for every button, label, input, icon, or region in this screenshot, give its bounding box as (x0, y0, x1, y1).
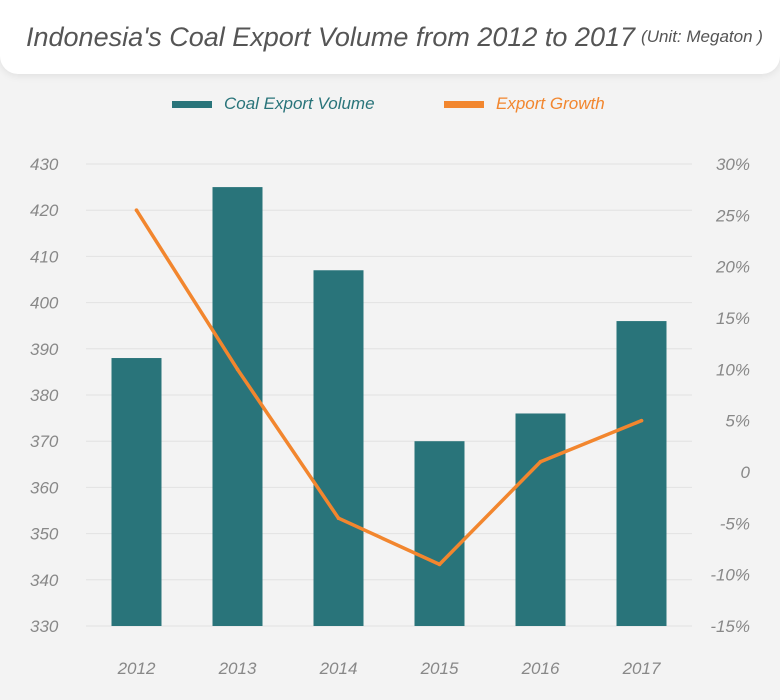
bar (515, 413, 566, 626)
x-tick-label: 2013 (218, 659, 257, 678)
y-left-tick-label: 400 (30, 294, 59, 313)
y-left-tick-label: 360 (30, 478, 59, 497)
y-right-tick-label: -10% (710, 566, 750, 585)
bar (212, 187, 263, 626)
legend-swatch-bar (172, 100, 212, 108)
y-right-tick-label: 5% (725, 412, 750, 431)
y-right-tick-label: 10% (716, 360, 750, 379)
y-left-tick-label: 370 (30, 432, 59, 451)
series-line-export-growth (134, 208, 644, 567)
x-tick-label: 2016 (521, 659, 560, 678)
bar (414, 441, 465, 626)
y-left-tick-label: 390 (30, 340, 59, 359)
y-left-tick-label: 330 (30, 617, 59, 636)
legend-label-export-growth: Export Growth (496, 94, 605, 113)
y-right-tick-label: 15% (716, 309, 750, 328)
legend-swatch-line (444, 100, 484, 108)
x-tick-label: 2017 (622, 659, 661, 678)
x-tick-label: 2015 (420, 659, 459, 678)
legend: Coal Export Volume Export Growth (0, 94, 780, 120)
y-right-tick-label: 20% (715, 258, 750, 277)
y-left-tick-label: 340 (30, 571, 59, 590)
y-right-tick-label: 30% (716, 155, 750, 174)
title-card: Indonesia's Coal Export Volume from 2012… (0, 0, 780, 74)
legend-label-coal-export-volume: Coal Export Volume (224, 94, 375, 113)
bar (616, 321, 667, 626)
legend-item-coal-export-volume: Coal Export Volume (172, 94, 375, 114)
chart-unit: (Unit: Megaton ) (641, 27, 763, 46)
line-point (235, 367, 240, 372)
y-left-tick-label: 350 (30, 525, 59, 544)
bar (313, 270, 364, 626)
y-left-tick-label: 420 (30, 201, 59, 220)
y-left-tick-label: 430 (30, 155, 59, 174)
y-right-tick-label: 0 (741, 463, 751, 482)
line-point (538, 459, 543, 464)
y-right-tick-label: -15% (710, 617, 750, 636)
line-point (134, 208, 139, 212)
y-right-tick-label: -5% (720, 514, 750, 533)
legend-item-export-growth: Export Growth (444, 94, 605, 114)
chart-title: Indonesia's Coal Export Volume from 2012… (26, 21, 636, 52)
y-left-tick-label: 410 (30, 247, 59, 266)
bar (111, 358, 162, 626)
line-point (639, 418, 644, 423)
y-left-tick-label: 380 (30, 386, 59, 405)
line-point (437, 562, 442, 567)
x-tick-label: 2012 (117, 659, 156, 678)
line-point (336, 516, 341, 520)
y-right-tick-label: 25% (715, 206, 750, 225)
x-tick-label: 2014 (319, 659, 358, 678)
